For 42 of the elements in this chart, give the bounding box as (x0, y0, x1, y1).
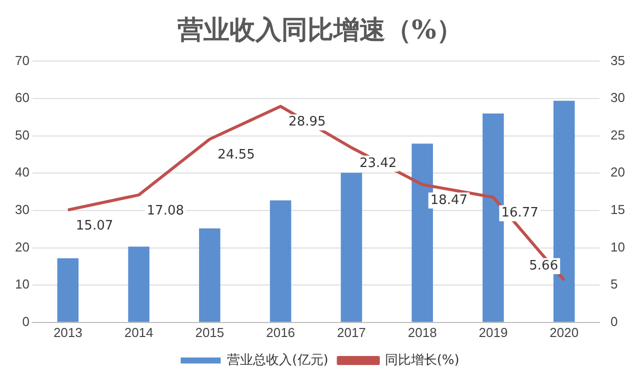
y2-tick-label: 25 (610, 127, 626, 142)
bar (340, 172, 362, 322)
y-tick-label: 0 (22, 314, 30, 329)
data-label: 24.55 (218, 148, 255, 163)
y-tick-label: 20 (14, 239, 30, 254)
y2-tick-label: 15 (610, 202, 626, 218)
data-label: 16.77 (501, 206, 538, 221)
y-tick-label: 10 (14, 276, 30, 292)
y2-tick-label: 5 (610, 276, 618, 292)
y2-tick-label: 35 (610, 52, 626, 68)
data-label: 15.07 (76, 218, 114, 234)
x-tick-label: 2019 (478, 324, 508, 340)
bar (412, 144, 433, 322)
bar (270, 200, 292, 322)
bar (57, 258, 79, 322)
y-tick-label: 70 (14, 52, 30, 68)
y-tick-label: 50 (14, 127, 30, 142)
data-label: 18.47 (430, 192, 468, 208)
x-tick-label: 2017 (336, 324, 366, 340)
y-tick-label: 30 (14, 202, 30, 218)
y2-tick-label: 0 (610, 314, 618, 329)
bar (128, 246, 150, 322)
y2-tick-label: 20 (610, 164, 626, 180)
x-tick-label: 2015 (195, 324, 224, 340)
x-tick-label: 2016 (266, 324, 296, 340)
chart-title: 营业收入同比增速（%） (176, 15, 462, 46)
data-label: 5.66 (529, 258, 558, 274)
data-label: 17.08 (146, 203, 184, 218)
bar (482, 113, 504, 322)
y-tick-label: 40 (14, 164, 30, 180)
y2-tick-label: 30 (610, 90, 626, 106)
x-tick-label: 2014 (124, 324, 154, 340)
data-label: 23.42 (359, 156, 397, 171)
x-tick-label: 2018 (408, 324, 437, 340)
x-tick-label: 2013 (53, 324, 82, 340)
legend-label: 同比增长(%) (384, 352, 460, 368)
y-tick-label: 60 (14, 90, 30, 106)
y2-tick-label: 10 (610, 239, 626, 254)
legend-label: 营业总收入(亿元) (227, 352, 328, 368)
x-tick-label: 2020 (550, 324, 579, 340)
data-label: 28.95 (288, 114, 326, 130)
bar (199, 228, 220, 322)
